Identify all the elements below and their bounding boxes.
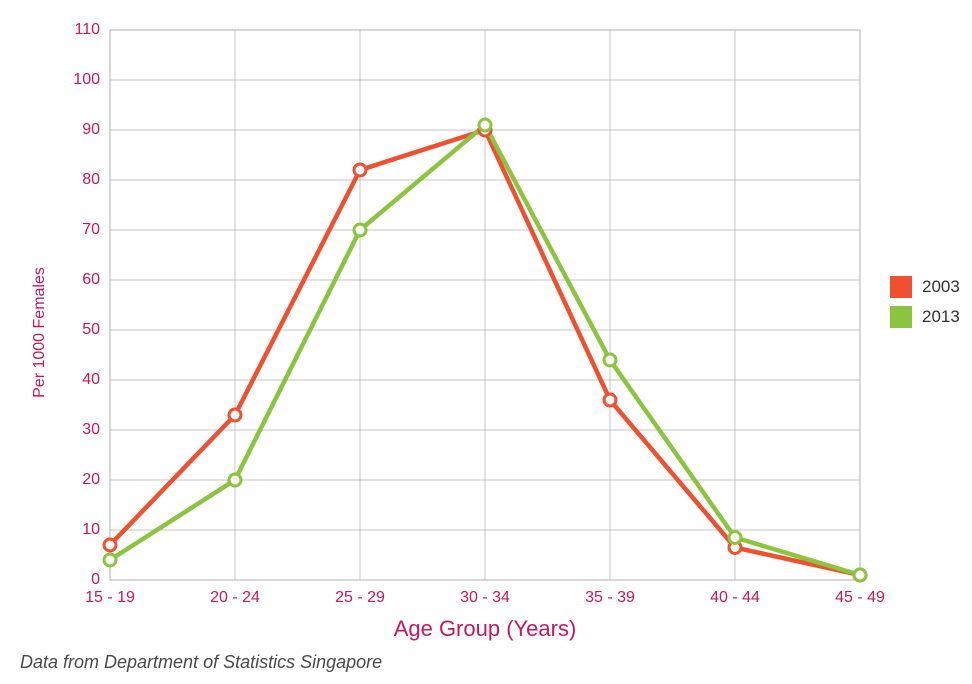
svg-text:45 - 49: 45 - 49 [835, 589, 885, 606]
legend-swatch [890, 276, 912, 298]
series-marker-2003 [104, 539, 116, 551]
svg-text:20 - 24: 20 - 24 [210, 589, 260, 606]
svg-text:30 - 34: 30 - 34 [460, 589, 510, 606]
svg-text:70: 70 [82, 221, 100, 238]
svg-text:30: 30 [82, 421, 100, 438]
legend-label: 2003 [922, 277, 960, 297]
series-marker-2013 [229, 474, 241, 486]
series-marker-2013 [854, 569, 866, 581]
y-axis-title: Per 1000 Females [31, 267, 48, 398]
x-axis-title: Age Group (Years) [394, 616, 577, 641]
legend-label: 2013 [922, 307, 960, 327]
svg-text:35 - 39: 35 - 39 [585, 589, 635, 606]
line-chart: 0 10 20 30 40 50 60 70 80 90 100 110 15 - 19 20 - 24 2… [0, 0, 972, 684]
svg-text:40 - 44: 40 - 44 [710, 589, 760, 606]
legend-item-2003: 2003 [890, 276, 960, 298]
series-marker-2013 [604, 354, 616, 366]
svg-text:110: 110 [74, 21, 100, 38]
legend: 2003 2013 [890, 276, 960, 336]
svg-text:100: 100 [73, 71, 100, 88]
svg-text:60: 60 [82, 271, 100, 288]
svg-text:80: 80 [82, 171, 100, 188]
svg-text:50: 50 [82, 321, 100, 338]
series-marker-2013 [479, 119, 491, 131]
chart-container: 0 10 20 30 40 50 60 70 80 90 100 110 15 - 19 20 - 24 2… [0, 0, 972, 684]
series-marker-2013 [104, 554, 116, 566]
chart-caption: Data from Department of Statistics Singa… [20, 652, 382, 673]
series-marker-2013 [729, 532, 741, 544]
series-marker-2003 [604, 394, 616, 406]
series-marker-2013 [354, 224, 366, 236]
svg-text:20: 20 [82, 471, 100, 488]
svg-text:25 - 29: 25 - 29 [335, 589, 385, 606]
svg-text:15 - 19: 15 - 19 [85, 589, 135, 606]
series-marker-2003 [229, 409, 241, 421]
svg-text:10: 10 [82, 521, 100, 538]
legend-swatch [890, 306, 912, 328]
svg-text:40: 40 [82, 371, 100, 388]
legend-item-2013: 2013 [890, 306, 960, 328]
svg-text:0: 0 [91, 571, 100, 588]
svg-text:90: 90 [82, 121, 100, 138]
series-marker-2003 [354, 164, 366, 176]
